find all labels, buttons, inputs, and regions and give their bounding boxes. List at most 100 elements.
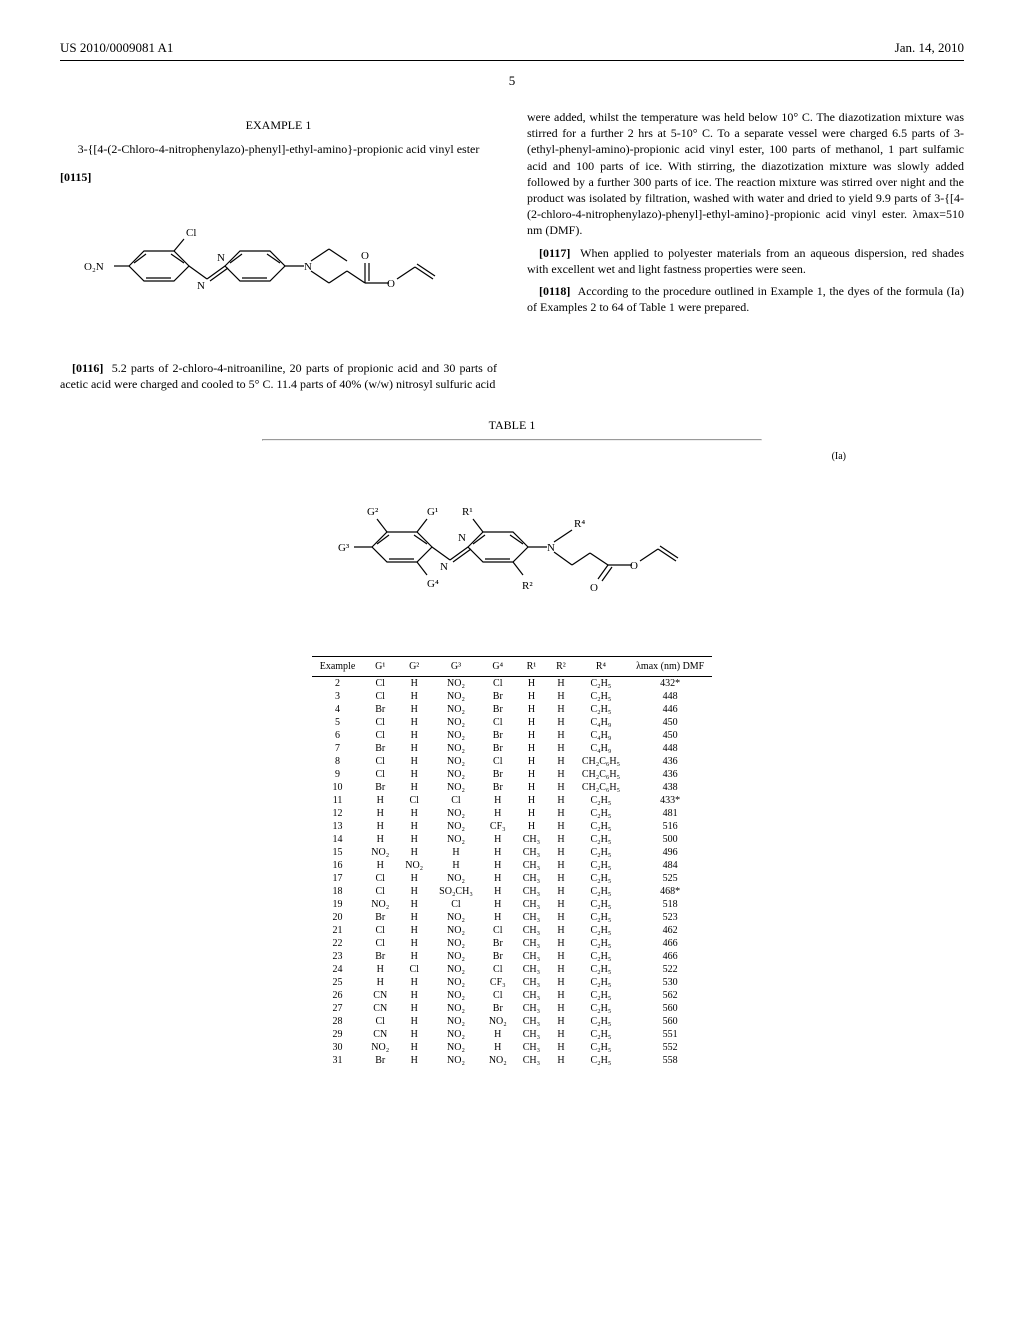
col-r4: R⁴ [574,657,628,677]
two-column-body: EXAMPLE 1 3-{[4-(2-Chloro-4-nitrophenyla… [60,109,964,398]
table-cell: NO₂ [431,1041,481,1054]
table-row: 22ClHNO₂BrCH₃HC₂H₅466 [312,937,713,950]
table-cell: H [397,742,431,755]
table-cell: H [515,690,548,703]
table-cell: NO₂ [431,1054,481,1067]
table-cell: NO₂ [431,690,481,703]
table-cell: H [548,950,574,963]
table-cell: H [481,807,515,820]
table-cell: CH₃ [515,859,548,872]
table-cell: CH₃ [515,846,548,859]
table-cell: CF₃ [481,820,515,833]
table-cell: C₄H₉ [574,742,628,755]
para-num: [0118] [539,284,570,298]
table-cell: NO₂ [431,1002,481,1015]
table-cell: 29 [312,1028,364,1041]
table-cell: Cl [481,716,515,729]
chemical-structure-2: G² G¹ G³ G⁴ N N R¹ R² N R⁴ O O [60,477,964,641]
label-n3: N [304,261,312,273]
table-row: 15NO₂HHHCH₃HC₂H₅496 [312,846,713,859]
table-cell: H [515,755,548,768]
table-row: 21ClHNO₂ClCH₃HC₂H₅462 [312,924,713,937]
table-cell: CN [363,1002,397,1015]
para-0117-text: When applied to polyester materials from… [527,246,964,276]
table-cell: NO₂ [363,1041,397,1054]
table-cell: 481 [628,807,712,820]
table-cell: H [397,950,431,963]
table-cell: H [548,742,574,755]
table-cell: 484 [628,859,712,872]
label-g3: G³ [338,542,350,554]
table-cell: CN [363,1028,397,1041]
table-cell: C₂H₅ [574,924,628,937]
table-cell: 15 [312,846,364,859]
table-cell: 448 [628,742,712,755]
table-cell: NO₂ [431,976,481,989]
table-cell: C₂H₅ [574,846,628,859]
table-cell: CH₃ [515,1041,548,1054]
table-cell: NO₂ [431,716,481,729]
table-row: 8ClHNO₂ClHHCH₂C₆H₅436 [312,755,713,768]
table-row: 16HNO₂HHCH₃HC₂H₅484 [312,859,713,872]
table-cell: 5 [312,716,364,729]
table-cell: H [548,781,574,794]
table-cell: NO₂ [363,898,397,911]
label-o-dbl: O [361,250,369,262]
table-row: 27CNHNO₂BrCH₃HC₂H₅560 [312,1002,713,1015]
table-cell: H [515,716,548,729]
table-cell: C₂H₅ [574,833,628,846]
table-cell: 551 [628,1028,712,1041]
table-row: 29CNHNO₂HCH₃HC₂H₅551 [312,1028,713,1041]
table-cell: H [481,885,515,898]
table-cell: C₂H₅ [574,898,628,911]
table-cell: 7 [312,742,364,755]
table-cell: NO₂ [431,872,481,885]
table-cell: H [548,989,574,1002]
table-cell: C₂H₅ [574,859,628,872]
label-r2: R² [522,580,533,592]
para-num: [0116] [72,361,103,375]
label-nn1: N [440,561,448,573]
table-row: 13HHNO₂CF₃HHC₂H₅516 [312,820,713,833]
table-cell: H [515,742,548,755]
table-cell: H [548,885,574,898]
table-row: 24HClNO₂ClCH₃HC₂H₅522 [312,963,713,976]
para-0116: [0116] 5.2 parts of 2-chloro-4-nitroanil… [60,360,497,392]
para-0117: [0117] When applied to polyester materia… [527,245,964,277]
label-o-ester: O [387,278,395,290]
table-cell: H [363,859,397,872]
table-cell: C₄H₉ [574,716,628,729]
table-cell: Cl [481,677,515,691]
table-cell: NO₂ [431,924,481,937]
table-cell: H [548,729,574,742]
table-cell: NO₂ [431,807,481,820]
table-cell: 500 [628,833,712,846]
table-cell: NO₂ [431,820,481,833]
table-cell: Cl [431,898,481,911]
table-cell: H [548,1015,574,1028]
table-cell: 450 [628,716,712,729]
table-cell: H [515,703,548,716]
table-row: 25HHNO₂CF₃CH₃HC₂H₅530 [312,976,713,989]
example-heading: EXAMPLE 1 [60,117,497,133]
table-cell: 16 [312,859,364,872]
table-row: 9ClHNO₂BrHHCH₂C₆H₅436 [312,768,713,781]
table-cell: H [481,794,515,807]
table-cell: CH₃ [515,885,548,898]
table-cell: 562 [628,989,712,1002]
table-cell: H [481,872,515,885]
table-cell: H [363,807,397,820]
table-cell: Br [363,950,397,963]
table-cell: NO₂ [481,1015,515,1028]
table-cell: C₂H₅ [574,1054,628,1067]
table-label: TABLE 1 [60,418,964,433]
table-cell: H [397,885,431,898]
right-column: were added, whilst the temperature was h… [527,109,964,398]
compound-name: 3-{[4-(2-Chloro-4-nitrophenylazo)-phenyl… [60,141,497,157]
label-r1: R¹ [462,506,473,518]
table-cell: Cl [363,677,397,691]
table-cell: Cl [431,794,481,807]
table-cell: H [548,1054,574,1067]
table-cell: Br [363,742,397,755]
table-cell: CH₃ [515,872,548,885]
